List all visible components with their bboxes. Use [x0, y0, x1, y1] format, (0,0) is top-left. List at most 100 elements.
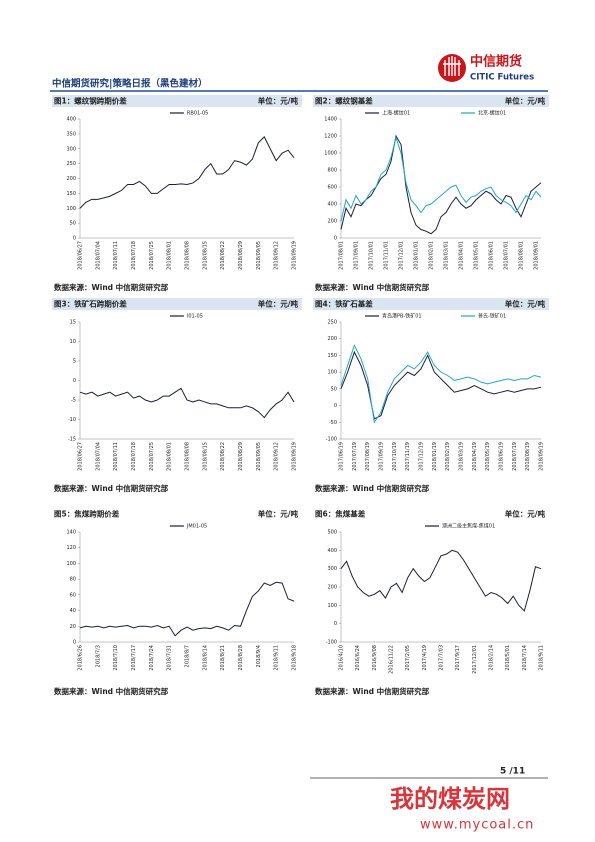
x-tick-label: 2018/08/19: [525, 442, 531, 471]
x-tick-label: 2018/05/19: [485, 442, 491, 471]
x-tick-label: 2017/09/01: [354, 241, 360, 270]
x-tick-label: 2018/09/12: [274, 442, 280, 471]
legend-label: 青岛港PB-铁矿01: [382, 313, 422, 320]
x-tick-label: 2016/4/10: [339, 645, 345, 671]
y-tick-label: 300: [327, 566, 337, 572]
x-tick-label: 2018/08/29: [238, 442, 244, 471]
x-tick-label: 2018/8/14: [202, 645, 208, 671]
x-tick-label: 2018/8/21: [220, 645, 226, 671]
y-tick-label: 1000: [324, 151, 337, 157]
y-tick-label: 200: [327, 336, 337, 342]
y-tick-label: 500: [327, 530, 337, 536]
x-tick-label: 2018/5/01: [505, 645, 511, 671]
legend-label: 北京-螺纹01: [478, 110, 506, 117]
y-tick-label: 250: [66, 161, 76, 167]
x-tick-label: 2018/9/4: [256, 645, 262, 667]
x-tick-label: 2017/2/05: [405, 645, 411, 671]
x-tick-label: 2018/09/05: [256, 442, 262, 471]
panel-title: 图6：焦煤基差: [315, 509, 366, 519]
x-tick-label: 2017/08/01: [339, 241, 345, 270]
x-tick-label: 2018/7/10: [113, 645, 119, 671]
y-tick-label: 20: [70, 624, 76, 630]
x-tick-label: 2018/07/04: [95, 241, 101, 270]
x-tick-label: 2018/06/01: [489, 241, 495, 270]
series-line: [340, 134, 542, 235]
panel-unit: 单位：元/吨: [258, 509, 299, 519]
panel-title: 图1：螺纹钢跨期价差: [54, 96, 127, 106]
panel-title: 图3：铁矿石跨期价差: [54, 299, 127, 309]
x-tick-label: 2018/7/14: [522, 645, 528, 671]
logo-cn: 中信期货: [470, 54, 522, 70]
y-tick-label: 100: [66, 561, 76, 567]
y-tick-label: 60: [70, 592, 76, 598]
series-line: [340, 344, 542, 424]
watermark-name: 我的煤炭网: [390, 785, 510, 813]
x-tick-label: 2018/6/26: [78, 645, 84, 671]
x-tick-label: 2018/06/19: [499, 442, 505, 471]
logo: 中信期货 CITIC Futures: [438, 54, 534, 83]
y-tick-label: 400: [327, 202, 337, 208]
panel-title: 图4：铁矿石基差: [315, 299, 373, 309]
y-tick-label: 1200: [324, 134, 337, 140]
panel-title-bar: [313, 298, 549, 310]
x-tick-label: 2018/9/11: [539, 645, 545, 671]
series-line: [340, 350, 542, 420]
x-tick-label: 2018/07/01: [504, 241, 510, 270]
x-tick-label: 2018/07/11: [113, 442, 119, 471]
y-tick-label: 0: [334, 236, 337, 242]
y-tick-label: 350: [66, 131, 76, 137]
panel-unit: 单位：元/吨: [258, 299, 299, 309]
legend-label: 普氏-铁矿01: [478, 313, 506, 320]
y-tick-label: 600: [327, 185, 337, 191]
x-tick-label: 2018/08/01: [167, 442, 173, 471]
x-tick-label: 2017/11/19: [405, 442, 411, 471]
x-tick-label: 2018/8/7: [185, 645, 191, 667]
x-tick-label: 2018/8/28: [238, 645, 244, 671]
series-line: [340, 135, 542, 222]
panel-unit: 单位：元/吨: [505, 96, 546, 106]
x-tick-label: 2018/08/01: [167, 241, 173, 270]
panel-title-bar: [52, 95, 302, 107]
y-tick-label: 300: [66, 146, 76, 152]
y-tick-label: 0: [73, 378, 76, 384]
y-tick-label: -5: [71, 398, 76, 404]
x-tick-label: 2018/08/22: [220, 442, 226, 471]
y-tick-label: 400: [66, 117, 76, 123]
x-tick-label: 2018/09/19: [292, 442, 298, 471]
panel-title-bar: [313, 95, 549, 107]
x-tick-label: 2018/08/01: [519, 241, 525, 270]
x-tick-label: 2018/07/19: [512, 442, 518, 471]
y-tick-label: 150: [66, 191, 76, 197]
x-tick-label: 2017/7/03: [439, 645, 445, 671]
x-tick-label: 2017/08/19: [365, 442, 371, 471]
y-tick-label: 0: [334, 403, 337, 409]
x-tick-label: 2018/08/22: [220, 241, 226, 270]
y-tick-label: 10: [70, 339, 76, 345]
x-tick-label: 2018/03/01: [444, 241, 450, 270]
x-tick-label: 2017/12/01: [472, 645, 478, 674]
panel-unit: 单位：元/吨: [258, 96, 299, 106]
x-tick-label: 2018/05/01: [474, 241, 480, 270]
panel-source: 数据来源：Wind 中信期货研究部: [315, 282, 430, 292]
series-line: [340, 549, 542, 612]
x-tick-label: 2018/07/18: [131, 241, 137, 270]
x-tick-label: 2017/09/19: [379, 442, 385, 471]
x-tick-label: 2018/09/19: [539, 442, 545, 471]
series-line: [79, 136, 295, 209]
y-tick-label: -50: [329, 420, 337, 426]
y-tick-label: -15: [68, 437, 76, 443]
y-tick-label: -100: [326, 640, 337, 646]
y-tick-label: 50: [70, 221, 76, 227]
x-tick-label: 2017/06/19: [339, 442, 345, 471]
y-tick-label: 0: [73, 236, 76, 242]
panel-source: 数据来源：Wind 中信期货研究部: [315, 686, 430, 696]
x-tick-label: 2018/08/08: [185, 241, 191, 270]
x-tick-label: 2018/09/12: [274, 241, 280, 270]
panel-unit: 单位：元/吨: [505, 509, 546, 519]
report-title: 中信期货研究|策略日报（黑色建材）: [52, 78, 207, 90]
x-tick-label: 2017/12/01: [399, 241, 405, 270]
legend-label: 上海-螺纹01: [382, 110, 410, 117]
